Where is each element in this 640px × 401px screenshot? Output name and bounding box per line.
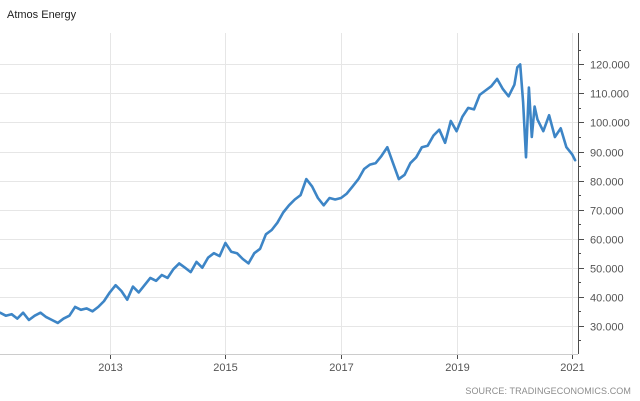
x-tick-label: 2013 bbox=[98, 362, 122, 374]
chart-title: Atmos Energy bbox=[7, 9, 77, 21]
series-line bbox=[0, 63, 577, 325]
series-layer bbox=[0, 63, 577, 325]
x-tick-label: 2017 bbox=[329, 362, 353, 374]
x-tick-label: 2021 bbox=[560, 362, 584, 374]
x-tick-label: 2015 bbox=[213, 362, 237, 374]
axes bbox=[0, 33, 584, 359]
y-tick-label: 100.000 bbox=[590, 118, 630, 130]
y-tick-label: 70.000 bbox=[590, 206, 624, 218]
tick-labels: 30.000 40.000 50.000 60.000 70.000 80.000 90.0… bbox=[98, 60, 630, 375]
y-tick-label: 110.000 bbox=[590, 89, 629, 101]
source-label: SOURCE: TRADINGECONOMICS.COM bbox=[465, 386, 631, 396]
grid-lines bbox=[0, 33, 578, 354]
y-tick-label: 50.000 bbox=[590, 264, 624, 276]
x-tick-label: 2019 bbox=[445, 362, 469, 374]
y-tick-label: 120.000 bbox=[590, 60, 630, 72]
y-tick-label: 40.000 bbox=[590, 293, 624, 305]
y-tick-label: 90.000 bbox=[590, 148, 624, 160]
y-tick-label: 60.000 bbox=[590, 235, 624, 247]
y-tick-label: 30.000 bbox=[590, 322, 624, 334]
y-tick-label: 80.000 bbox=[590, 177, 624, 189]
